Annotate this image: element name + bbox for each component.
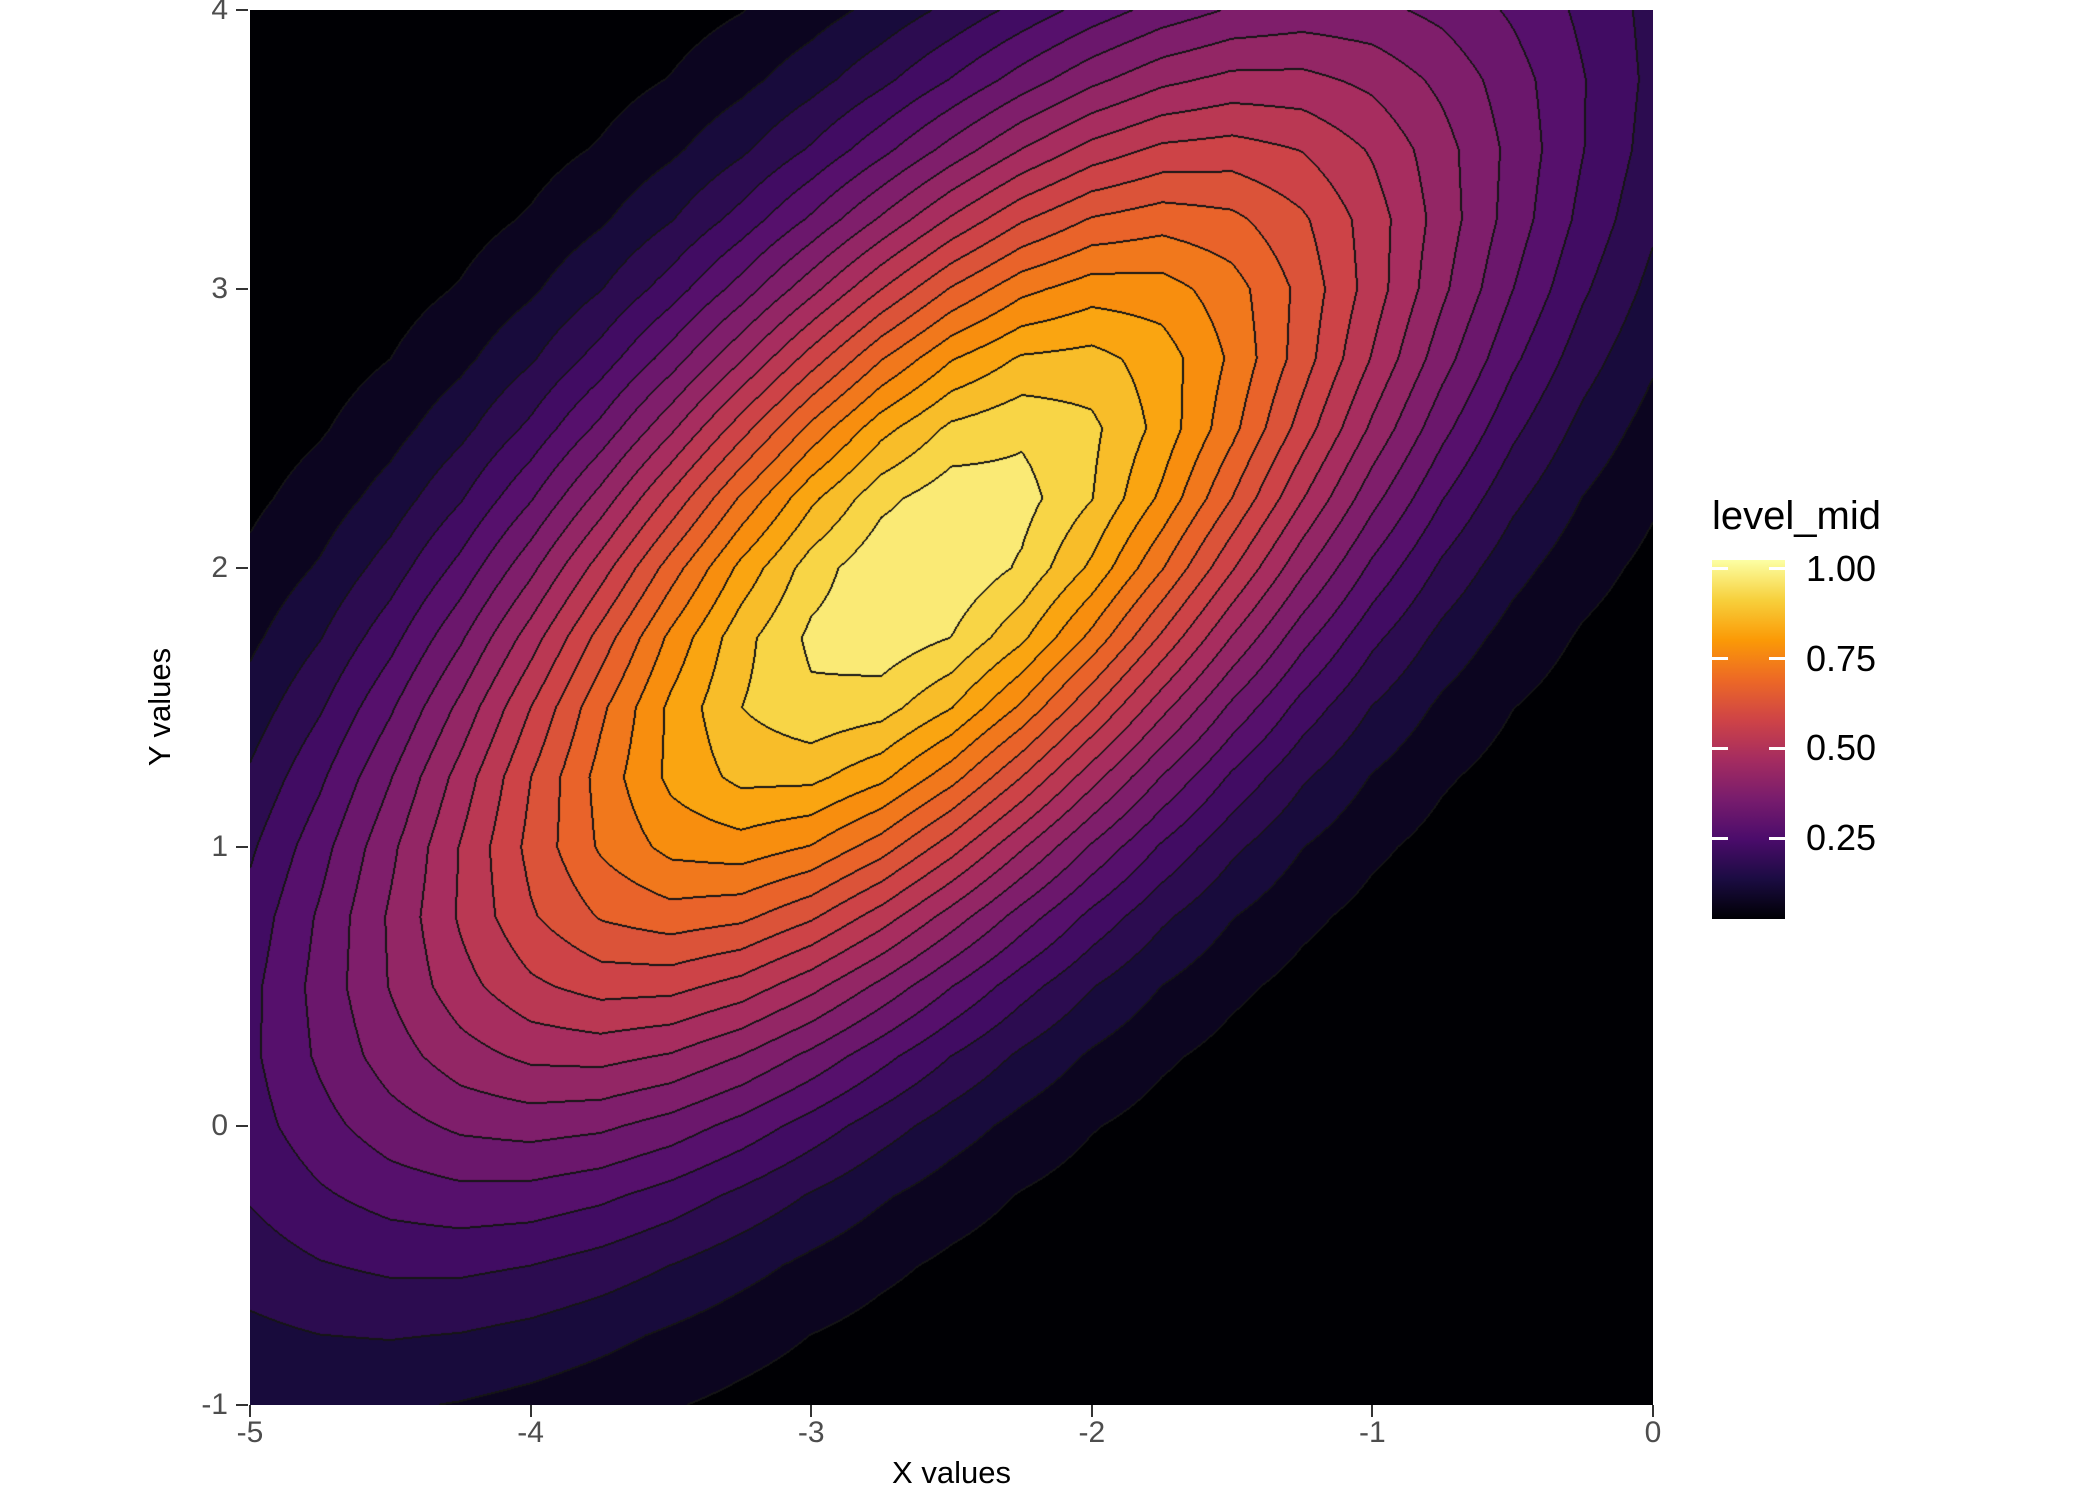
x-tick-mark	[529, 1405, 532, 1417]
legend-tick-mark	[1769, 657, 1785, 661]
y-tick-mark	[236, 1125, 248, 1127]
x-tick-label: 0	[1644, 1416, 1662, 1449]
y-tick-mark	[236, 1404, 248, 1406]
x-tick-label: -1	[1359, 1416, 1386, 1449]
legend-title: level_mid	[1712, 494, 1881, 538]
legend-tick-mark	[1712, 746, 1728, 750]
y-tick-label: 3	[211, 272, 228, 305]
y-tick-label: 1	[211, 830, 228, 863]
legend-tick-mark	[1712, 836, 1728, 840]
legend-tick-mark	[1769, 746, 1785, 750]
x-axis-title: X values	[892, 1455, 1011, 1490]
x-tick-label: -5	[236, 1416, 264, 1449]
contour-plot-panel	[250, 10, 1653, 1405]
x-tick-mark	[1652, 1405, 1654, 1417]
legend-tick-label: 1.00	[1806, 547, 1877, 589]
legend-tick-label: 0.75	[1806, 637, 1877, 679]
x-tick-mark	[1090, 1405, 1093, 1417]
y-tick-label: 0	[211, 1109, 228, 1142]
legend-tick-mark	[1712, 567, 1728, 571]
x-tick-label: -4	[517, 1416, 544, 1449]
y-tick-label: 4	[211, 0, 228, 26]
legend-tick-mark	[1769, 836, 1785, 840]
legend-tick-label: 0.25	[1806, 817, 1877, 859]
legend-tick-mark	[1769, 567, 1785, 571]
x-tick-label: -2	[1078, 1416, 1106, 1449]
y-tick-label: 2	[211, 551, 228, 584]
x-tick-label: -3	[797, 1416, 825, 1449]
x-tick-mark	[249, 1405, 251, 1417]
legend-tick-label: 0.50	[1806, 727, 1877, 769]
y-tick-label: -1	[201, 1388, 228, 1421]
y-tick-mark	[236, 288, 248, 290]
x-tick-mark	[810, 1405, 813, 1417]
legend-colorbar	[1712, 560, 1785, 919]
legend-tick-mark	[1712, 657, 1728, 661]
y-tick-mark	[236, 9, 248, 11]
y-tick-mark	[236, 567, 248, 569]
x-tick-mark	[1371, 1405, 1374, 1417]
y-axis-title: Y values	[142, 647, 177, 767]
y-tick-mark	[236, 846, 248, 848]
